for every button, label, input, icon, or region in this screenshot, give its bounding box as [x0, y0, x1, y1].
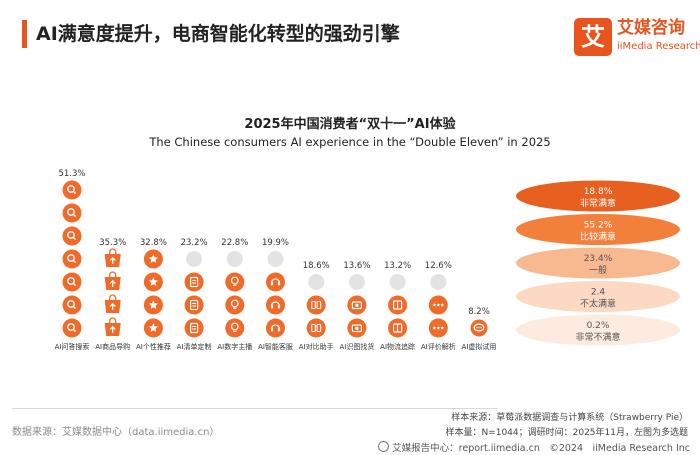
pictogram-column	[388, 274, 408, 338]
satisfaction-label: 非常满意	[580, 197, 616, 209]
satisfaction-item: 0.2%非常不满意	[516, 314, 680, 346]
title-accent-bar	[22, 20, 27, 48]
pictogram-column	[225, 251, 245, 338]
data-label: 19.9%	[262, 238, 289, 248]
data-label: 12.6%	[425, 261, 452, 271]
category-label: AI问答搜索	[55, 342, 90, 351]
report-center-icon	[378, 441, 390, 452]
bar-pictogram	[266, 272, 285, 292]
empty-pictogram	[226, 251, 243, 267]
category-label: AI商品导购	[95, 342, 130, 351]
satisfaction-value: 2.4	[591, 288, 606, 298]
category-label: AI清单定制	[177, 342, 212, 351]
empty-pictogram	[348, 274, 365, 290]
data-label: 22.8%	[221, 238, 248, 248]
empty-pictogram	[267, 251, 284, 267]
pictogram-column	[428, 274, 448, 338]
chart-subtitle: The Chinese consumers AI experience in t…	[149, 135, 551, 149]
pictogram-column	[470, 319, 488, 337]
pictogram-column	[306, 274, 326, 338]
bar-pictogram	[62, 295, 82, 315]
category-label: AI识图找货	[339, 342, 374, 351]
bar-pictogram	[62, 180, 82, 200]
category-label: AI物流追踪	[380, 342, 415, 351]
data-label: 51.3%	[58, 169, 85, 179]
data-source: 数据来源：艾媒数据中心（data.iimedia.cn）	[12, 427, 220, 438]
data-label: 35.3%	[99, 238, 126, 248]
bar-pictogram	[62, 226, 82, 246]
data-label: 32.8%	[140, 238, 167, 248]
category-label: AI虚拟试用	[462, 342, 497, 351]
empty-pictogram	[308, 274, 325, 290]
data-label: 13.6%	[343, 261, 370, 271]
bar-pictogram	[62, 272, 82, 292]
pictogram-chart: 51.3% AI问答搜索 35.3% AI商品导购 32.8% AI个性推荐 23.2% AI…	[55, 169, 680, 351]
satisfaction-label: 一般	[589, 264, 607, 276]
empty-pictogram	[186, 251, 203, 267]
satisfaction-value: 0.2%	[587, 321, 610, 331]
satisfaction-ellipse	[516, 314, 680, 346]
sample-source: 样本来源：草莓派数据调查与计算系统（Strawberry Pie）	[451, 413, 688, 423]
satisfaction-item: 23.4%一般	[516, 247, 680, 279]
bar-pictogram	[306, 295, 326, 315]
pictogram-column	[104, 248, 121, 336]
sample-size: 样本量：N=1044；调研时间：2025年11月，左图为多选题	[445, 428, 688, 438]
bar-pictogram	[184, 318, 204, 338]
category-label: AI数字主播	[217, 342, 252, 351]
satisfaction-label: 非常不满意	[575, 331, 620, 343]
data-label: 23.2%	[181, 238, 208, 248]
bar-pictogram	[225, 272, 245, 292]
logo-mark-icon: 艾	[574, 18, 612, 56]
bar-pictogram	[306, 318, 326, 338]
pictogram-column	[62, 180, 82, 338]
bar-pictogram	[62, 318, 82, 338]
bar-pictogram	[62, 203, 82, 223]
bar-pictogram	[184, 272, 204, 292]
footer-text: 艾媒报告中心：report.iimedia.cn ©2024 iiMedia R…	[392, 443, 690, 454]
satisfaction-value: 55.2%	[584, 221, 613, 231]
footer: 艾媒报告中心：report.iimedia.cn ©2024 iiMedia R…	[378, 440, 690, 454]
satisfaction-ellipse	[516, 214, 680, 245]
satisfaction-label: 比较满意	[580, 231, 616, 243]
satisfaction-label: 不太满意	[580, 298, 616, 310]
satisfaction-ellipse	[516, 281, 680, 312]
pictogram-column	[347, 274, 367, 338]
satisfaction-ellipse	[516, 180, 680, 212]
divider	[12, 408, 498, 409]
bar-pictogram	[225, 295, 245, 315]
data-label: 13.2%	[384, 261, 411, 271]
category-label: AI对比助手	[299, 342, 334, 351]
bar-pictogram	[225, 318, 245, 338]
satisfaction-value: 23.4%	[584, 254, 613, 264]
data-label: 8.2%	[468, 307, 490, 317]
bar-pictogram	[184, 295, 204, 315]
satisfaction-ellipse	[516, 247, 680, 279]
category-label: AI智能客服	[258, 342, 293, 351]
bar-pictogram	[266, 295, 285, 315]
brand-logo: 艾 艾媒咨询 iiMedia Research	[574, 18, 700, 58]
logo-text-en: iiMedia Research	[617, 41, 700, 52]
bar-pictogram	[266, 318, 285, 338]
satisfaction-item: 18.8%非常满意	[516, 180, 680, 212]
satisfaction-value: 18.8%	[584, 187, 613, 197]
empty-pictogram	[430, 274, 447, 290]
pictogram-column	[143, 249, 163, 338]
data-label: 18.6%	[303, 261, 330, 271]
bar-pictogram	[62, 249, 82, 269]
logo-text-cn: 艾媒咨询	[617, 18, 685, 38]
pictogram-column	[266, 251, 285, 338]
category-label: AI评价解析	[421, 342, 456, 351]
satisfaction-item: 55.2%比较满意	[516, 214, 680, 245]
chart-title: 2025年中国消费者“双十一”AI体验	[244, 117, 456, 132]
category-label: AI个性推荐	[136, 342, 171, 351]
empty-pictogram	[389, 274, 406, 290]
pictogram-column	[184, 251, 204, 338]
page-title: AI满意度提升，电商智能化转型的强劲引擎	[36, 23, 400, 45]
